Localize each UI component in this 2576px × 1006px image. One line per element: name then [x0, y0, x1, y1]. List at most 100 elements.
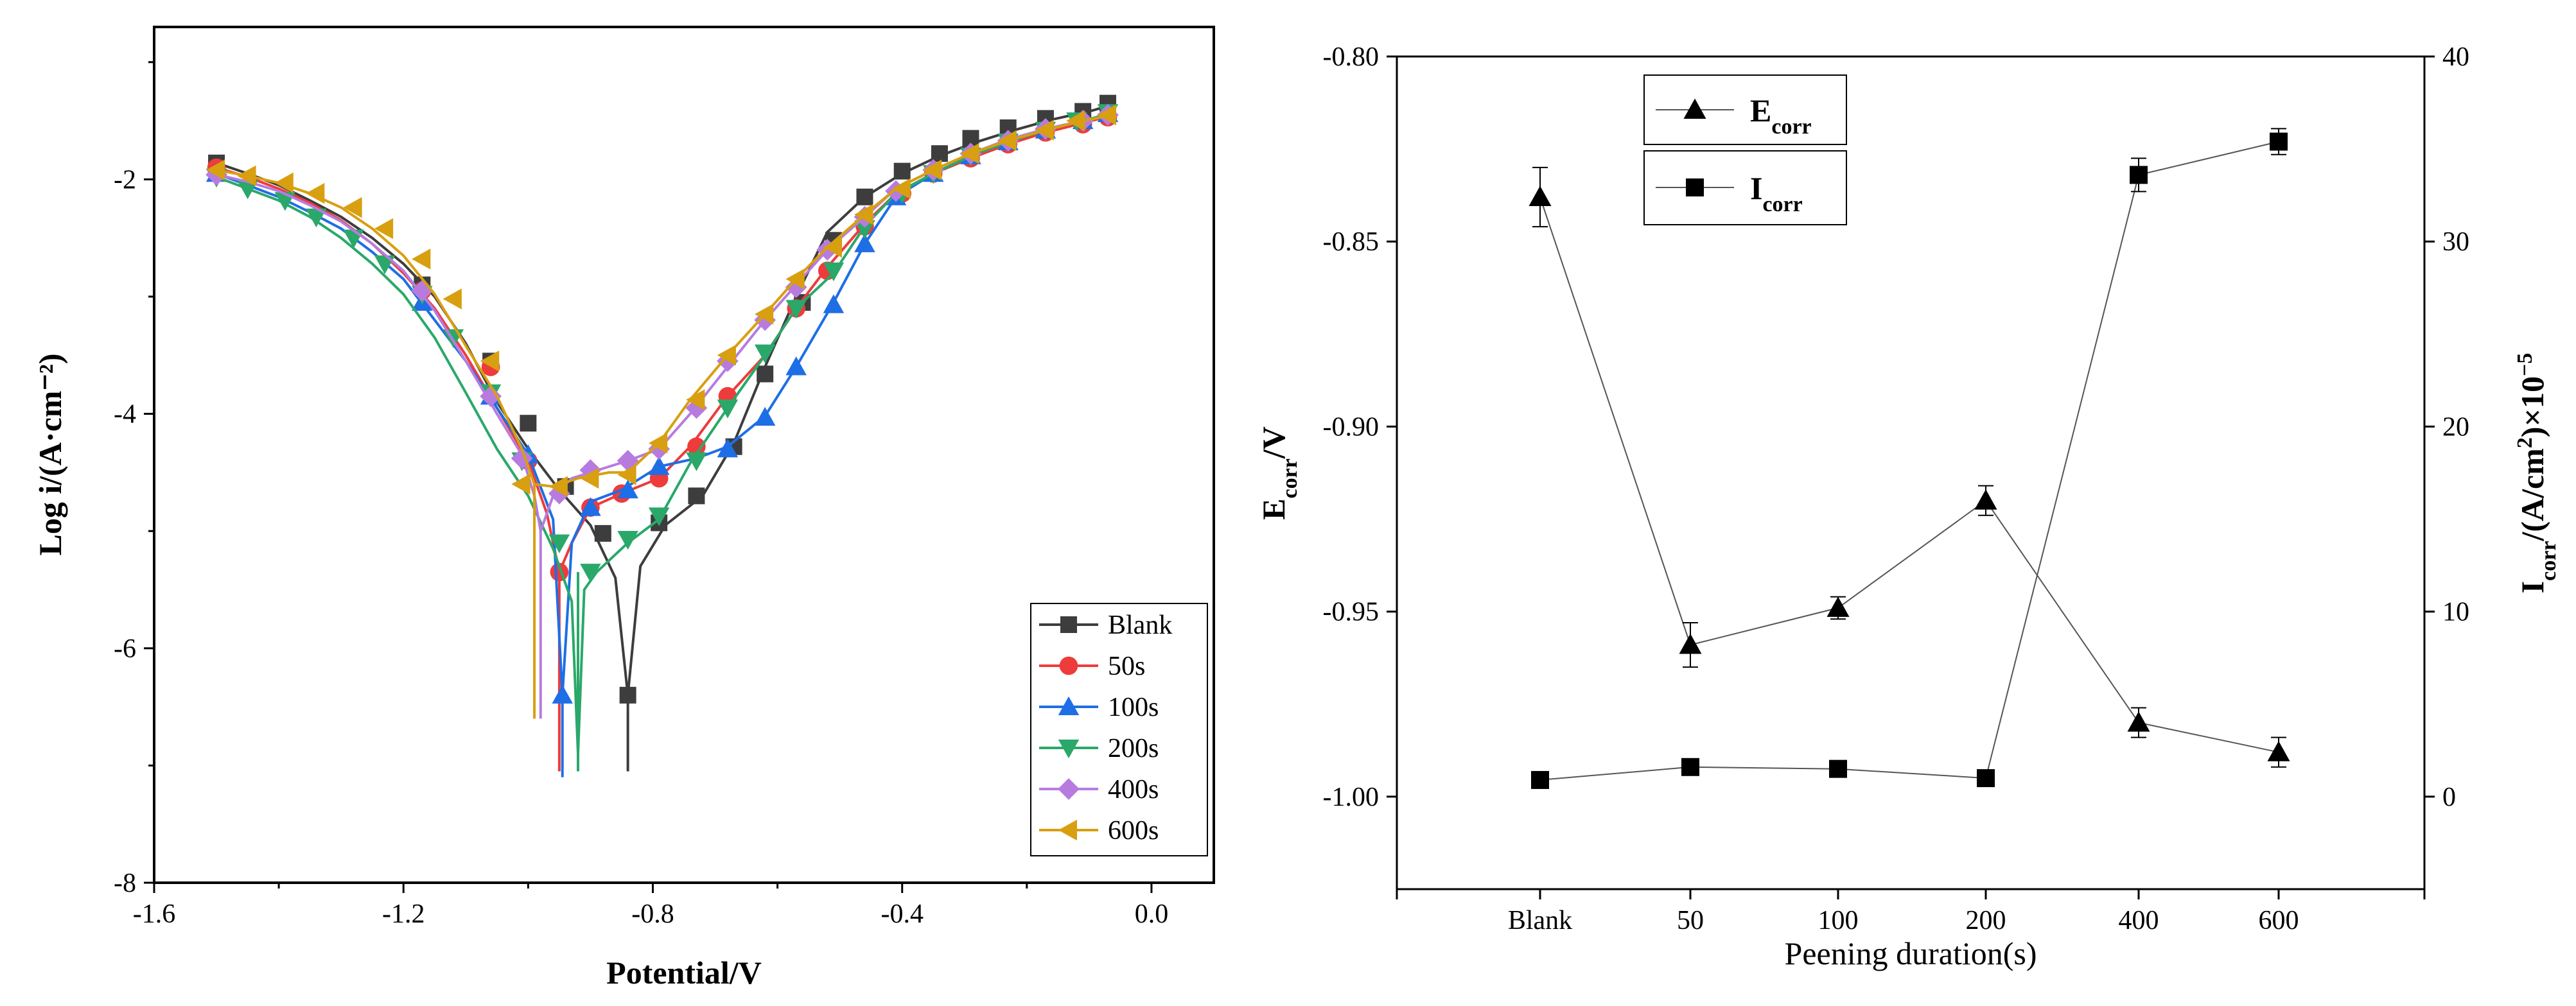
point-Blank-15: [931, 145, 948, 162]
corrosion-series-group: [1529, 128, 2290, 789]
legend-marker-100s: [1058, 696, 1080, 715]
right-y-tick-label-0: 0: [2442, 783, 2456, 812]
left-x-axis-label: Potential/V: [606, 955, 762, 991]
point-600s-15: [717, 345, 736, 366]
legend-entry-600s: 600s: [1039, 816, 1159, 846]
x-tick-label-2: 100: [1818, 906, 1859, 935]
legend-label-400s: 400s: [1108, 775, 1159, 804]
legend-label-Blank: Blank: [1108, 611, 1172, 640]
legend-marker-50s: [1059, 656, 1078, 675]
left-y-ticks: -8 -6 -4 -2: [114, 61, 154, 898]
point-600s-24: [1035, 119, 1054, 141]
point-Blank-13: [856, 188, 873, 205]
left-y-tick-label-3: -0.85: [1323, 227, 1380, 257]
right-y-tick-label-1: 10: [2442, 598, 2469, 627]
right-x-axis-label: Peening duration(s): [1785, 935, 2037, 971]
point-100s-11: [823, 294, 845, 313]
left-y-axis-label: Log i/(A·cm⁻²): [32, 354, 68, 556]
point-200s-19: [854, 220, 875, 239]
legend-label-Ecorr: Ecorr: [1750, 92, 1812, 139]
point-600s-4: [343, 196, 362, 218]
point-Ecorr-5: [2267, 741, 2290, 761]
point-Icorr-3: [1977, 769, 1995, 788]
point-100s-6: [617, 480, 638, 499]
point-100s-10: [785, 356, 807, 376]
polarization-chart: -1.6 -1.2 -0.8 -0.4 0.0 -8 -6 -4 -2 Potential/V…: [32, 26, 1215, 991]
right-chart-ticks: -1.00 -0.95 -0.90 -0.85 -0.80 0 10 20 30 40 Blank 5…: [1323, 42, 2470, 935]
point-100s-12: [854, 233, 875, 252]
x-tick-label-2: -0.8: [631, 899, 674, 929]
curve-Blank: [216, 103, 1115, 696]
x-tick-label-0: -1.6: [133, 899, 176, 929]
legend-marker-200s: [1058, 740, 1080, 759]
x-tick-label-1: 50: [1677, 906, 1704, 935]
point-600s-22: [960, 143, 979, 164]
legend-box: [1030, 603, 1208, 856]
legend-entry-200s: 200s: [1039, 734, 1159, 763]
legend-label-50s: 50s: [1108, 652, 1145, 681]
point-600s-23: [997, 130, 1017, 152]
polarization-series-group: [206, 94, 1119, 777]
series-Icorr: [1531, 128, 2288, 789]
point-600s-20: [891, 178, 911, 200]
right-y-tick-label-2: 20: [2442, 412, 2469, 442]
right-right-y-axis-label: Icorr/(A/cm2)×10−5: [2513, 353, 2561, 594]
point-100s-9: [754, 406, 776, 426]
legend-label-600s: 600s: [1108, 816, 1159, 846]
point-200s-12: [617, 530, 638, 550]
x-tick-label-4: 400: [2119, 906, 2159, 935]
point-100s-7: [648, 456, 670, 475]
series-Ecorr: [1529, 166, 2290, 768]
point-50s-8: [687, 437, 706, 456]
left-x-ticks: -1.6 -1.2 -0.8 -0.4 0.0: [133, 883, 1168, 929]
point-Blank-6: [619, 686, 636, 704]
y-tick-label-0: -8: [114, 869, 136, 898]
point-Blank-5: [594, 525, 611, 542]
point-Blank-10: [757, 365, 774, 383]
line-Ecorr: [1539, 196, 2279, 753]
point-200s-15: [717, 399, 739, 419]
right-plot-frame: [1396, 55, 2426, 890]
point-600s-10: [548, 476, 568, 498]
point-Blank-8: [688, 487, 705, 505]
corrosion-legend: Ecorr Icorr: [1643, 74, 1847, 225]
series-600s: [206, 104, 1116, 719]
y-tick-label-3: -2: [114, 165, 136, 195]
x-tick-label-3: 200: [1966, 906, 2006, 935]
right-left-y-axis-label: Ecorr/V: [1256, 426, 1302, 520]
point-200s-1: [237, 180, 258, 200]
point-Icorr-1: [1681, 758, 1699, 776]
legend-marker-Blank: [1060, 616, 1077, 633]
point-200s-14: [686, 452, 707, 471]
polarization-legend: Blank 50s 100s 200s 400s 600s: [1030, 603, 1208, 856]
left-y-tick-label-0: -1.00: [1323, 783, 1380, 812]
point-600s-12: [617, 464, 636, 485]
legend-marker-Icorr: [1686, 178, 1704, 196]
point-600s-0: [206, 159, 225, 181]
point-Blank-3: [520, 415, 537, 432]
point-200s-13: [648, 507, 670, 526]
legend-label-100s: 100s: [1108, 693, 1159, 722]
point-400s-8: [685, 397, 708, 419]
point-600s-16: [754, 304, 774, 325]
point-200s-10: [548, 534, 570, 553]
point-200s-5: [374, 255, 396, 275]
point-600s-3: [306, 183, 325, 204]
legend-label-Icorr: Icorr: [1750, 170, 1803, 216]
point-200s-4: [343, 229, 364, 248]
point-600s-8: [480, 351, 500, 372]
point-200s-18: [823, 262, 845, 282]
point-600s-13: [648, 432, 668, 454]
x-tick-label-4: 0.0: [1135, 899, 1169, 929]
x-tick-label-1: -1.2: [382, 899, 425, 929]
legend-entry-100s: 100s: [1039, 693, 1159, 722]
point-600s-25: [1066, 110, 1085, 132]
point-600s-6: [412, 248, 431, 270]
legend-label-200s: 200s: [1108, 734, 1159, 763]
left-y-tick-label-1: -0.95: [1323, 598, 1380, 627]
point-600s-17: [785, 268, 805, 290]
left-y-tick-label-2: -0.90: [1323, 412, 1380, 442]
point-Ecorr-0: [1529, 186, 1552, 207]
point-600s-19: [854, 204, 873, 225]
